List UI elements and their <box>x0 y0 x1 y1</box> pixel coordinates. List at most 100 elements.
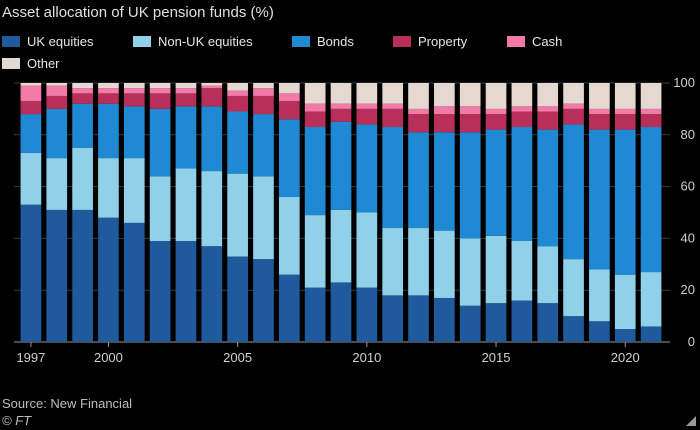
bar-segment-cash <box>382 103 404 109</box>
bar-segment-non-uk-equities <box>563 259 584 317</box>
legend-label: Cash <box>532 33 563 49</box>
bar-segment-uk-equities <box>459 305 481 342</box>
bar-segment-bonds <box>589 129 610 270</box>
bar-segment-other <box>563 83 584 104</box>
x-tick-label: 2000 <box>94 350 123 365</box>
bar-segment-uk-equities <box>304 287 326 342</box>
bar-segment-uk-equities <box>589 321 610 342</box>
legend-item-other: Other <box>2 54 60 72</box>
bar-segment-property <box>382 108 404 128</box>
legend-swatch <box>133 35 151 47</box>
chart-plot: 0 20 40 60 80 100 1997 2000 2005 2010 2015 2020 <box>14 75 695 365</box>
bar-segment-uk-equities <box>537 303 559 342</box>
legend-item-uk-equities: UK equities <box>2 32 93 50</box>
bar-segment-non-uk-equities <box>175 168 197 241</box>
bar-segment-property <box>640 114 662 128</box>
bar-segment-other <box>46 83 68 86</box>
bar-segment-property <box>563 108 584 125</box>
bar-segment-property <box>72 93 93 104</box>
legend-swatch <box>2 57 20 69</box>
bar-segment-uk-equities <box>149 240 171 342</box>
bar-segment-property <box>201 88 223 107</box>
bar-segment-non-uk-equities <box>614 274 636 330</box>
bar-segment-property <box>46 95 68 109</box>
bar-segment-bonds <box>72 103 93 148</box>
bar-segment-uk-equities <box>20 204 42 342</box>
bar-segment-cash <box>72 88 93 94</box>
bar-segment-other <box>72 83 93 89</box>
bar-segment-property <box>149 93 171 109</box>
bar-segment-other <box>330 83 352 104</box>
ft-credit: © FT <box>2 413 32 428</box>
bar-segment-bonds <box>253 114 274 177</box>
bar-segment-cash <box>485 108 507 115</box>
x-tick-label: 2015 <box>482 350 511 365</box>
bar-segment-bonds <box>278 119 300 197</box>
bar-segment-non-uk-equities <box>589 269 610 322</box>
bar-segment-bonds <box>46 108 68 159</box>
bar-segment-bonds <box>227 111 248 174</box>
bar-segment-property <box>356 108 378 125</box>
bar-segment-uk-equities <box>640 326 662 342</box>
y-tick-label: 80 <box>681 127 695 142</box>
bar-segment-cash <box>640 108 662 115</box>
bar-segment-uk-equities <box>201 246 223 342</box>
bar-segment-non-uk-equities <box>537 246 559 304</box>
bar-segment-other <box>485 83 507 109</box>
legend-item-property: Property <box>393 32 467 50</box>
bar-segment-other <box>278 83 300 94</box>
bar-segment-property <box>253 95 274 115</box>
bar-segment-cash <box>20 85 42 102</box>
bar-segment-other <box>537 83 559 107</box>
bar-segment-other <box>640 83 662 109</box>
bar-segment-cash <box>614 108 636 115</box>
bar-segment-other <box>123 83 145 89</box>
bar-segment-other <box>20 83 42 86</box>
legend-label: Bonds <box>317 33 354 49</box>
bar-segment-property <box>304 111 326 128</box>
bar-segment-uk-equities <box>614 329 636 342</box>
x-tick-label: 2005 <box>223 350 252 365</box>
bar-segment-uk-equities <box>175 240 197 342</box>
bar-segment-bonds <box>614 129 636 275</box>
bar-segment-uk-equities <box>563 316 584 342</box>
bar-segment-bonds <box>511 127 533 241</box>
bar-segment-non-uk-equities <box>640 272 662 327</box>
bar-segment-other <box>175 83 197 89</box>
bar-segment-cash <box>253 88 274 96</box>
bar-segment-property <box>98 93 119 104</box>
bar-segment-non-uk-equities <box>382 228 404 296</box>
bar-segment-non-uk-equities <box>98 158 119 218</box>
legend-label: Property <box>418 33 468 49</box>
legend-label: UK equities <box>27 33 94 49</box>
x-tick-label: 2020 <box>611 350 640 365</box>
bar-segment-other <box>511 83 533 107</box>
y-tick-label: 100 <box>673 75 695 90</box>
bar-segment-bonds <box>459 132 481 239</box>
bar-segment-bonds <box>640 127 662 273</box>
legend-swatch <box>507 35 525 47</box>
bar-segment-bonds <box>123 106 145 159</box>
bar-segment-non-uk-equities <box>485 235 507 304</box>
bar-segment-cash <box>356 103 378 109</box>
bar-segment-uk-equities <box>356 287 378 342</box>
legend-label: Non-UK equities <box>158 33 253 49</box>
bar-segment-property <box>278 101 300 120</box>
bar-segment-bonds <box>20 114 42 153</box>
bar-segment-non-uk-equities <box>46 158 68 210</box>
bar-segment-other <box>227 83 248 91</box>
bar-segment-property <box>330 108 352 122</box>
bar-segment-other <box>98 83 119 89</box>
bar-segment-bonds <box>485 129 507 236</box>
bar-segment-cash <box>98 88 119 94</box>
bar-segment-bonds <box>304 127 326 216</box>
bar-segment-bonds <box>408 132 429 229</box>
bar-segment-cash <box>459 106 481 115</box>
legend-swatch <box>2 35 20 47</box>
chart-title: Asset allocation of UK pension funds (%) <box>2 4 274 21</box>
bar-segment-bonds <box>330 121 352 210</box>
bar-segment-other <box>408 83 429 109</box>
bar-segment-property <box>511 111 533 128</box>
bar-segment-property <box>408 114 429 133</box>
bar-segment-non-uk-equities <box>278 196 300 275</box>
